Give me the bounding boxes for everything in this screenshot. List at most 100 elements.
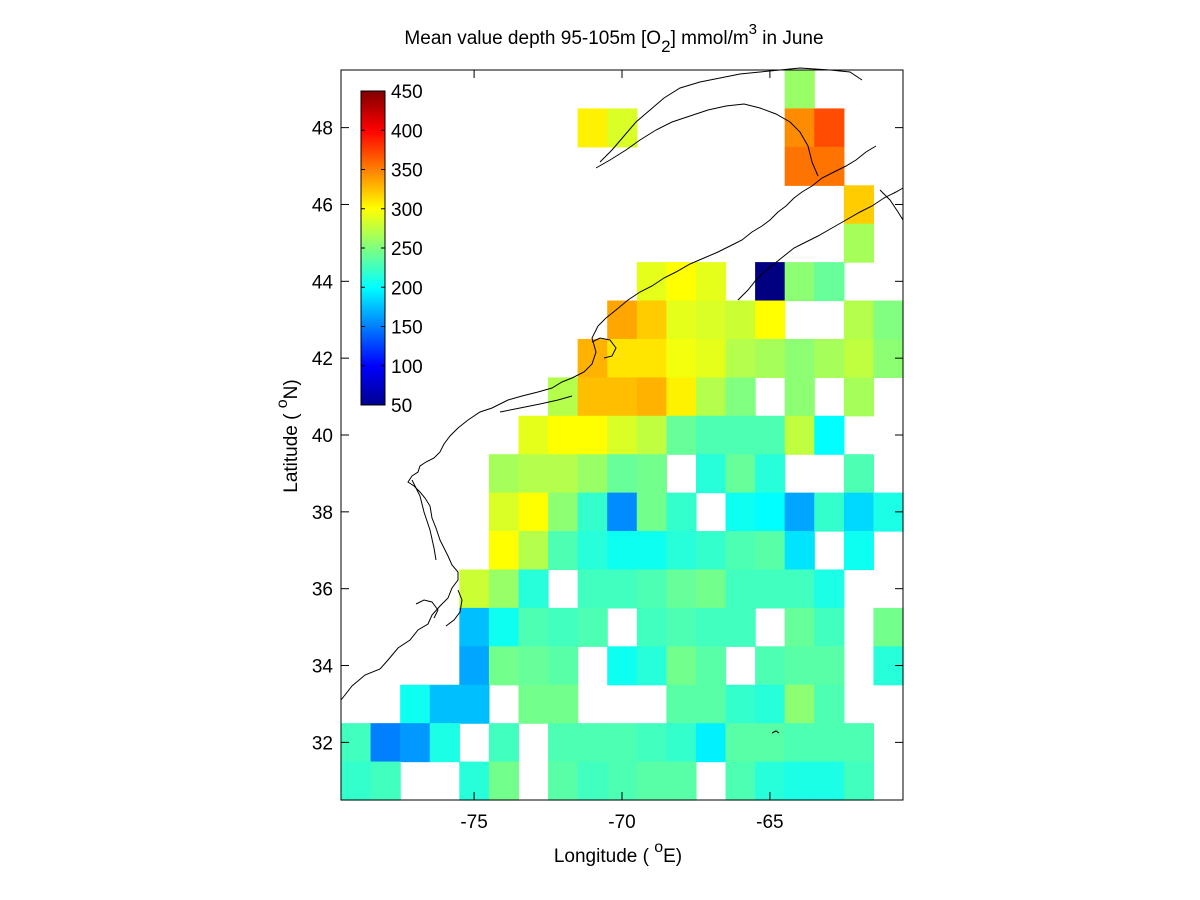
- x-tick-label: -70: [608, 812, 635, 833]
- heatmap-cell: [784, 646, 815, 686]
- x-tick-label: -65: [756, 812, 783, 833]
- heatmap-cell: [548, 761, 579, 801]
- y-tick-label: 44: [312, 272, 334, 293]
- heatmap-cell: [784, 108, 815, 148]
- heatmap-cell: [488, 531, 520, 571]
- newfoundland-line: [879, 189, 904, 221]
- heatmap-cell: [518, 569, 549, 609]
- y-tick-label: 48: [312, 119, 333, 140]
- heatmap-cell: [725, 454, 756, 494]
- x-axis: -75 -70 -65: [460, 70, 784, 833]
- heatmap-cell: [459, 646, 490, 686]
- heatmap-cell: [695, 377, 727, 417]
- heatmap-cell: [814, 108, 845, 148]
- colorbar-ticks: 450 400 350 300 250 200 150 100 50: [361, 82, 423, 417]
- heatmap-cell: [725, 684, 756, 724]
- heatmap-cell: [784, 262, 815, 302]
- heatmap-cell: [873, 300, 904, 340]
- heatmap-cell: [488, 454, 520, 494]
- heatmap-cell: [695, 607, 727, 647]
- heatmap-cell: [784, 415, 815, 455]
- heatmap-cell: [577, 723, 608, 763]
- heatmap-cell: [814, 723, 845, 763]
- heatmap-cell: [784, 684, 815, 724]
- heatmap-cell: [577, 607, 608, 647]
- heatmap-cell: [607, 415, 638, 455]
- heatmap-cell: [577, 492, 608, 532]
- heatmap-cell: [488, 492, 520, 532]
- heatmap-cell: [725, 338, 756, 378]
- heatmap-cell: [666, 607, 697, 647]
- heatmap-cell: [577, 338, 608, 378]
- heatmap-cell: [607, 300, 638, 340]
- heatmap-cell: [784, 338, 815, 378]
- heatmap-cell: [518, 684, 549, 724]
- heatmap-cell: [755, 569, 786, 609]
- heatmap-cell: [548, 454, 579, 494]
- chesapeake-line: [411, 479, 437, 561]
- heatmap-cell: [518, 531, 549, 571]
- heatmap-cell: [666, 377, 697, 417]
- heatmap-cell: [607, 569, 638, 609]
- heatmap-cell: [548, 492, 579, 532]
- heatmap-cell: [755, 646, 786, 686]
- colorbar-tick-label: 250: [391, 239, 423, 260]
- heatmap-cell: [429, 684, 460, 724]
- heatmap-cell: [607, 531, 638, 571]
- heatmap-cell: [400, 684, 431, 724]
- x-tick-label: -75: [460, 812, 487, 833]
- y-tick-label: 46: [312, 195, 333, 216]
- heatmap-cell: [695, 531, 727, 571]
- bermuda-line: [771, 730, 780, 734]
- heatmap-cell: [666, 415, 697, 455]
- heatmap-cell: [341, 761, 372, 801]
- heatmap-cell: [666, 723, 697, 763]
- heatmap-cell: [607, 108, 638, 148]
- heatmap-cell: [814, 415, 845, 455]
- heatmap-cell: [488, 646, 520, 686]
- heatmap-cell: [636, 338, 667, 378]
- heatmap-cell: [814, 569, 845, 609]
- heatmap-cell: [784, 531, 815, 571]
- heatmap-cell: [666, 338, 697, 378]
- heatmap-cell: [577, 569, 608, 609]
- heatmap-cell: [666, 761, 697, 801]
- heatmap-cell: [636, 646, 667, 686]
- heatmap-cell: [577, 531, 608, 571]
- colorbar-tick-label: 100: [391, 357, 423, 378]
- heatmap-cell: [755, 300, 786, 340]
- colorbar: 450 400 350 300 250 200 150 100 50: [360, 82, 423, 417]
- heatmap-cell: [725, 300, 756, 340]
- heatmap-cell: [814, 338, 845, 378]
- heatmap-cell: [548, 607, 579, 647]
- nova-scotia-line: [737, 187, 904, 301]
- heatmap-cell: [784, 70, 815, 110]
- heatmap-cell: [488, 569, 520, 609]
- heatmap-cell: [666, 531, 697, 571]
- heatmap-cell: [607, 492, 638, 532]
- heatmap-cell: [488, 607, 520, 647]
- heatmap-cell: [843, 723, 875, 763]
- heatmap-cell: [636, 761, 667, 801]
- chart-title: Mean value depth 95-105m [O2] mmol/m3 in…: [404, 21, 823, 56]
- heatmap-cell: [488, 761, 520, 801]
- heatmap-cell: [577, 415, 608, 455]
- st-lawrence-south-shore: [595, 103, 819, 177]
- heatmap-cell: [666, 300, 697, 340]
- heatmap-cell: [607, 338, 638, 378]
- colorbar-tick-label: 200: [391, 278, 423, 299]
- heatmap-cells: [341, 70, 904, 801]
- heatmap-cell: [400, 723, 431, 763]
- heatmap-cell: [370, 761, 401, 801]
- heatmap-cell: [518, 492, 549, 532]
- heatmap-cell: [577, 108, 608, 148]
- heatmap-cell: [488, 723, 520, 763]
- heatmap-cell: [725, 492, 756, 532]
- heatmap-cell: [548, 723, 579, 763]
- colorbar-tick-label: 350: [391, 161, 423, 182]
- heatmap-cell: [577, 761, 608, 801]
- y-tick-label: 36: [312, 580, 333, 601]
- heatmap-cell: [843, 454, 875, 494]
- heatmap-cell: [755, 492, 786, 532]
